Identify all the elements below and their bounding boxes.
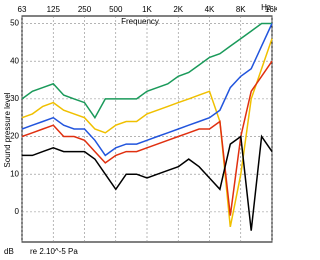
series-line bbox=[21, 38, 273, 228]
x-tick-label: 250 bbox=[78, 5, 92, 14]
x-tick-label: 500 bbox=[109, 5, 123, 14]
chart: Frequency Hz Sound pressure level dB re … bbox=[3, 3, 277, 256]
x-tick-label: 8K bbox=[236, 5, 246, 14]
y-tick-label: 0 bbox=[15, 207, 20, 216]
x-unit: Hz bbox=[261, 3, 271, 12]
y-tick-label: 50 bbox=[10, 19, 19, 28]
y-unit: dB bbox=[4, 247, 14, 256]
x-axis-label: Frequency bbox=[121, 17, 159, 26]
x-tick-label: 16K bbox=[265, 5, 277, 14]
x-tick-label: 2K bbox=[173, 5, 183, 14]
y-tick-label: 10 bbox=[10, 169, 19, 178]
y-tick-label: 30 bbox=[10, 94, 19, 103]
series-line bbox=[21, 22, 272, 120]
x-tick-label: 1K bbox=[142, 5, 152, 14]
y-axis-label: Sound pressure level bbox=[3, 92, 12, 167]
x-tick-label: 4K bbox=[205, 5, 215, 14]
series-line bbox=[22, 134, 273, 231]
y-tick-label: 20 bbox=[10, 132, 19, 141]
series-line bbox=[21, 23, 273, 157]
x-tick-label: 63 bbox=[18, 5, 27, 14]
y-tick-label: 40 bbox=[10, 56, 19, 65]
series-line bbox=[21, 60, 273, 216]
y-reference: re 2.10^-5 Pa bbox=[30, 247, 78, 256]
x-tick-label: 125 bbox=[47, 5, 61, 14]
